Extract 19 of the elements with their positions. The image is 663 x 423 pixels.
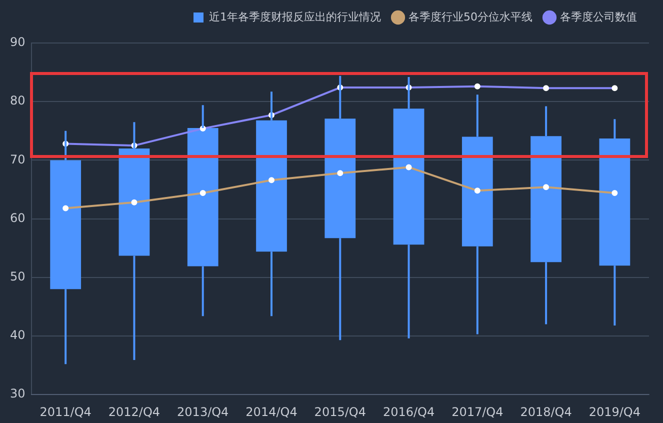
x-tick-label: 2018/Q4 [520,404,572,419]
y-tick-label: 90 [10,35,26,50]
y-tick-label: 40 [10,328,26,342]
y-tick-label: 50 [10,270,26,284]
x-tick-label: 2014/Q4 [246,404,298,419]
y-tick-label: 70 [10,152,26,166]
x-tick-label: 2016/Q4 [382,404,435,419]
x-tick-label: 2011/Q4 [40,404,92,419]
legend-label: 各季度公司数值 [560,10,637,24]
x-tick-label: 2017/Q4 [452,404,504,419]
legend-label: 近1年各季度财报反应出的行业情况 [209,10,382,24]
y-tick-label: 30 [10,386,26,401]
x-tick-label: 2012/Q4 [108,404,160,419]
x-tick-label: 2019/Q4 [588,404,641,419]
y-tick-label: 60 [10,210,26,225]
legend-label: 各季度行业50分位水平线 [408,10,533,24]
x-tick-label: 2013/Q4 [177,404,229,419]
y-tick-label: 80 [10,94,26,108]
x-tick-label: 2015/Q4 [314,404,366,419]
